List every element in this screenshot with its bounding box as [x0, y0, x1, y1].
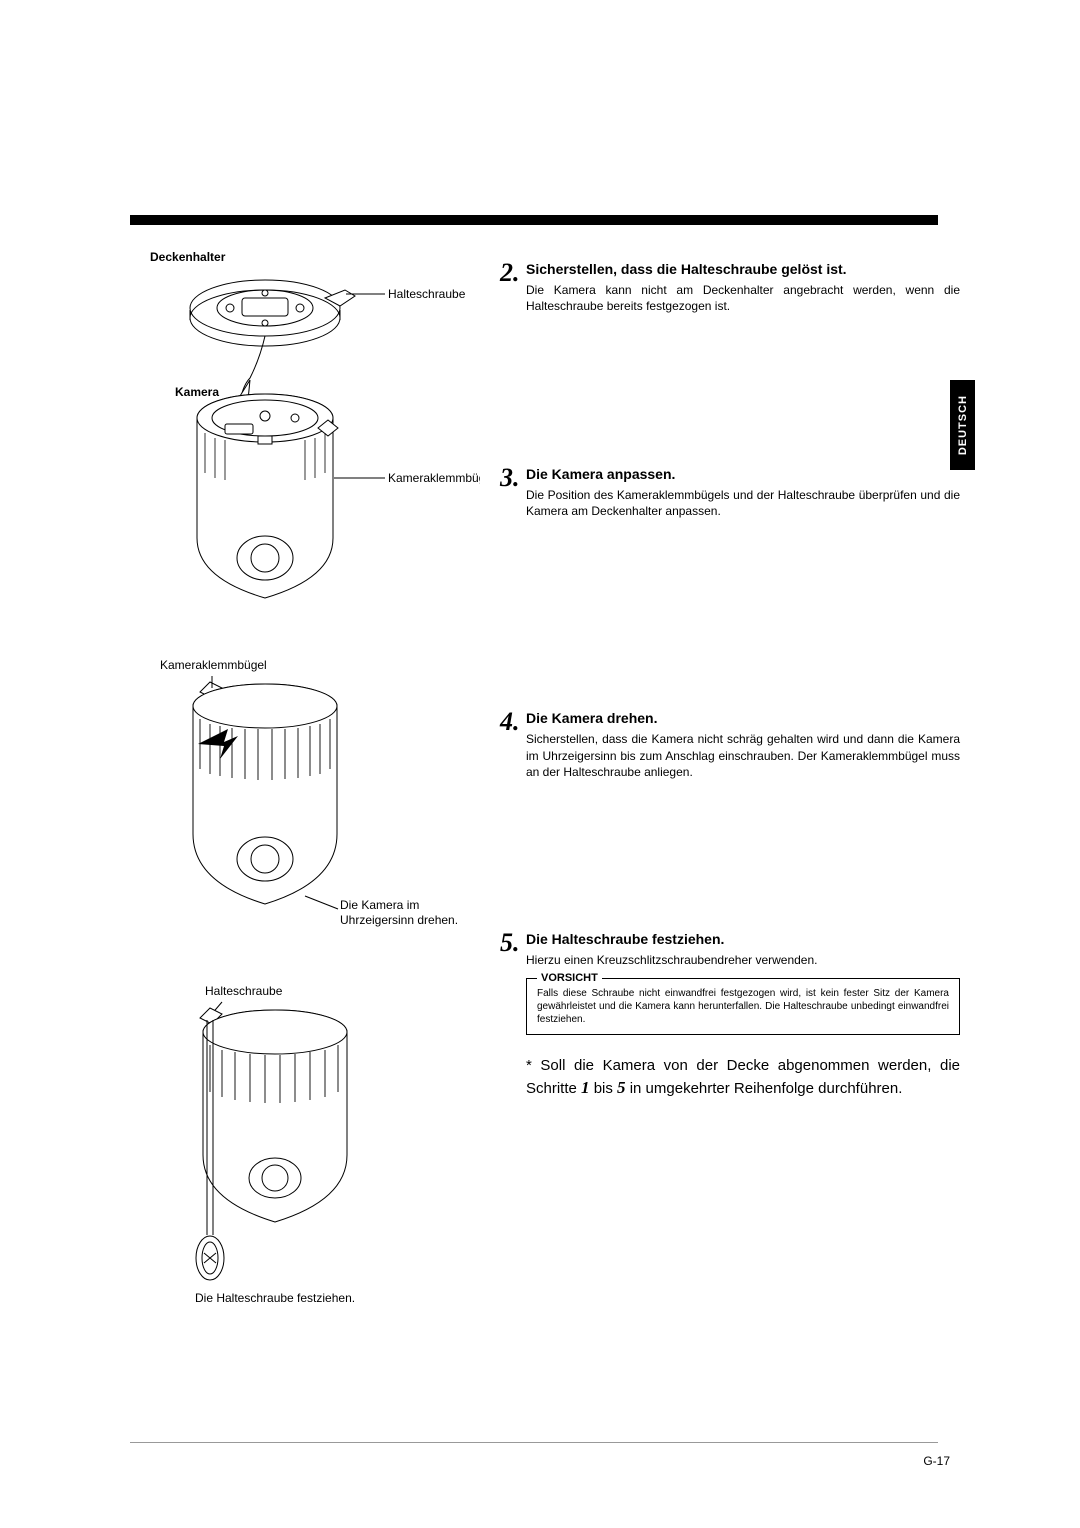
step-4-title: Die Kamera drehen. — [526, 709, 960, 727]
step-5-title: Die Halteschraube festziehen. — [526, 930, 960, 948]
label-camera: Kamera — [175, 385, 219, 399]
label-clamp-bracket: Kameraklemmbügel — [388, 471, 480, 485]
label-ceiling-bracket: Deckenhalter — [150, 250, 480, 264]
step-2-number: 2. — [500, 260, 520, 286]
removal-note: * Soll die Kamera von der Decke abgenomm… — [526, 1055, 960, 1100]
step-2-body: Die Kamera kann nicht am Deckenhalter an… — [526, 282, 960, 314]
label-rotate-2: Uhrzeigersinn drehen. — [340, 913, 458, 927]
step-4: 4. Die Kamera drehen. Sicherstellen, das… — [500, 709, 960, 780]
top-rule — [130, 215, 938, 225]
step-3-title: Die Kamera anpassen. — [526, 465, 960, 483]
step-5: 5. Die Halteschraube festziehen. Hierzu … — [500, 930, 960, 1100]
label-rotate-1: Die Kamera im — [340, 898, 419, 912]
figure-bracket-camera: Deckenhalter — [150, 250, 480, 628]
removal-note-mid: bis — [590, 1080, 618, 1097]
label-tighten-caption: Die Halteschraube festziehen. — [195, 1291, 355, 1305]
step-3: 3. Die Kamera anpassen. Die Position des… — [500, 465, 960, 520]
caution-body: Falls diese Schraube nicht einwandfrei f… — [537, 988, 949, 1025]
label-lock-screw: Halteschraube — [388, 287, 466, 301]
page-number: G-17 — [923, 1454, 950, 1468]
step-5-body: Hierzu einen Kreuzschlitzschraubendreher… — [526, 952, 960, 968]
figure-rotate: Kameraklemmbügel — [150, 658, 480, 954]
figure-tighten: Halteschraube — [150, 984, 480, 1310]
label-clamp-bracket-2: Kameraklemmbügel — [160, 658, 480, 672]
caution-title: VORSICHT — [537, 971, 602, 985]
label-lock-screw-2: Halteschraube — [205, 984, 480, 998]
step-4-body: Sicherstellen, dass die Kamera nicht sch… — [526, 731, 960, 780]
caution-box: VORSICHT Falls diese Schraube nicht einw… — [526, 978, 960, 1035]
bottom-rule — [130, 1442, 938, 1443]
step-4-number: 4. — [500, 709, 520, 735]
removal-note-suffix: in umgekehrter Reihenfolge durchführen. — [626, 1080, 903, 1097]
diagram-bracket-camera: Halteschraube Kamera — [150, 268, 480, 628]
steps-column: 2. Sicherstellen, dass die Halteschraube… — [500, 250, 960, 1100]
diagram-tighten: Die Halteschraube festziehen. — [150, 1000, 480, 1310]
step-5-number: 5. — [500, 930, 520, 956]
step-2-title: Sicherstellen, dass die Halteschraube ge… — [526, 260, 960, 278]
page: DEUTSCH Deckenhalter — [0, 0, 1080, 1528]
step-3-body: Die Position des Kameraklemmbügels und d… — [526, 487, 960, 519]
diagram-rotate: Die Kamera im Uhrzeigersinn drehen. — [150, 674, 480, 954]
removal-note-n2: 5 — [617, 1078, 626, 1097]
removal-note-n1: 1 — [581, 1078, 590, 1097]
step-3-number: 3. — [500, 465, 520, 491]
figures-column: Deckenhalter — [150, 250, 480, 1340]
step-2: 2. Sicherstellen, dass die Halteschraube… — [500, 260, 960, 315]
